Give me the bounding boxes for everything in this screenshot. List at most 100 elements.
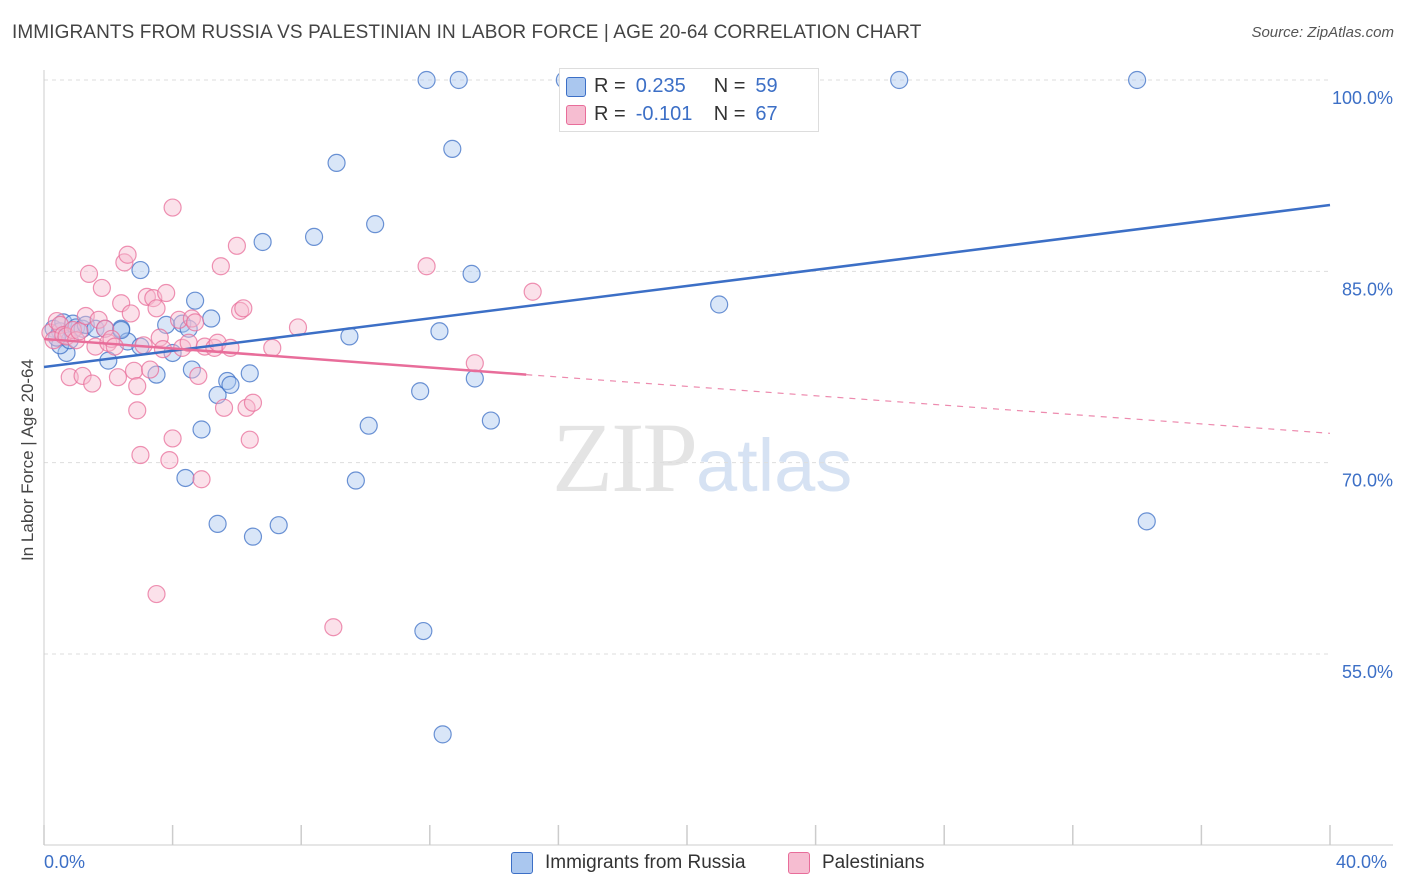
stats-legend: R = 0.235 N = 59 R = -0.101 N = 67 [559,68,819,132]
palestinian-point [157,283,176,303]
palestinian-point [92,278,111,298]
russia-point [176,468,195,488]
series-legend-russia: Immigrants from Russia [511,852,746,874]
legend-n-value: 59 [755,74,778,97]
y-tick-label: 100.0% [1332,88,1393,108]
palestinian-point [523,282,542,301]
series-legend: Immigrants from Russia Palestinians [0,852,1406,878]
russia-point [433,725,452,744]
legend-r-value: -0.101 [635,102,693,125]
palestinian-trend-extension [526,374,1331,434]
palestinian-point [324,618,343,637]
palestinian-point [211,257,230,276]
legend-r-value: 0.235 [635,74,686,97]
russia-point [269,516,288,535]
palestinian-point [240,430,259,449]
russia-point [1137,512,1156,531]
palestinian-point [234,299,253,318]
x-tick-label-min: 0.0% [44,852,86,872]
palestinian-point [60,368,79,387]
russia-point [430,322,449,341]
russia-point [208,514,227,533]
palestinian-point [105,337,124,356]
russia-point [1127,70,1147,90]
russia-point [202,309,221,328]
legend-n-label: N = [713,102,746,125]
watermark: ZIPatlas [552,400,852,515]
palestinian-point [150,328,169,347]
palestinian-point [140,360,160,379]
legend-n-value: 67 [755,102,778,125]
palestinian-point [189,366,208,386]
palestinian-point [465,354,484,373]
russia-trend-line [43,203,1331,369]
russia-point [710,295,729,314]
palestinian-point [263,338,282,357]
series-legend-label-palestinians: Palestinians [822,852,925,873]
palestinian-point [163,429,182,448]
watermark-atlas: atlas [696,424,853,507]
series-legend-swatch-russia [511,852,533,874]
palestinian-point [147,584,166,604]
legend-r-label: R = [594,102,626,125]
palestinian-point [79,264,99,283]
russia-point [240,364,259,383]
y-tick-label: 55.0% [1342,662,1393,682]
source-label: Source: ZipAtlas.com [1251,24,1394,41]
palestinian-point [89,310,108,329]
russia-point [304,227,324,246]
legend-row-russia: R = 0.235 N = 59 [566,73,778,99]
russia-point [411,382,430,401]
palestinian-point [70,322,89,341]
legend-swatch-palestinians [566,105,586,125]
palestinian-point [118,245,137,264]
russia-point [327,153,346,173]
russia-point [243,527,263,546]
russia-point [192,420,211,439]
palestinian-point [192,470,211,489]
series-legend-palestinians: Palestinians [788,852,924,874]
palestinian-point [108,368,128,387]
russia-point [449,70,468,90]
y-tick-label: 85.0% [1342,279,1393,299]
palestinian-point [128,377,147,396]
palestinian-point [214,398,234,417]
russia-point [253,232,272,252]
russia-point [186,291,205,310]
russia-point [462,264,481,283]
russia-point [443,139,462,158]
russia-point [414,621,433,641]
watermark-zip: ZIP [552,402,698,513]
palestinian-point [73,366,92,386]
palestinian-point [124,361,144,380]
palestinian-point [417,257,436,276]
legend-swatch-russia [566,77,586,97]
x-tick-label-max: 40.0% [1336,852,1388,872]
y-tick-label: 70.0% [1342,471,1393,491]
palestinian-point [186,313,205,332]
palestinian-point [231,301,250,320]
legend-n-label: N = [713,74,746,97]
legend-row-palestinians: R = -0.101 N = 67 [566,101,778,127]
palestinian-point [63,320,83,340]
palestinian-point [95,319,115,338]
legend-r-label: R = [594,74,626,97]
palestinian-point [121,304,140,323]
palestinian-point [160,451,179,470]
palestinian-point [131,445,150,465]
series-legend-swatch-palestinians [788,852,810,874]
chart-title: IMMIGRANTS FROM RUSSIA VS PALESTINIAN IN… [12,22,922,43]
palestinian-point [147,299,166,318]
russia-point [131,260,150,280]
russia-point [481,411,500,430]
russia-point [359,416,378,435]
russia-point [890,70,909,90]
palestinian-point [83,374,102,393]
russia-point [346,471,365,490]
palestinian-point [128,401,147,420]
russia-point [366,215,385,234]
palestinian-point [243,393,263,412]
palestinian-point [227,236,246,255]
russia-point [221,375,240,394]
